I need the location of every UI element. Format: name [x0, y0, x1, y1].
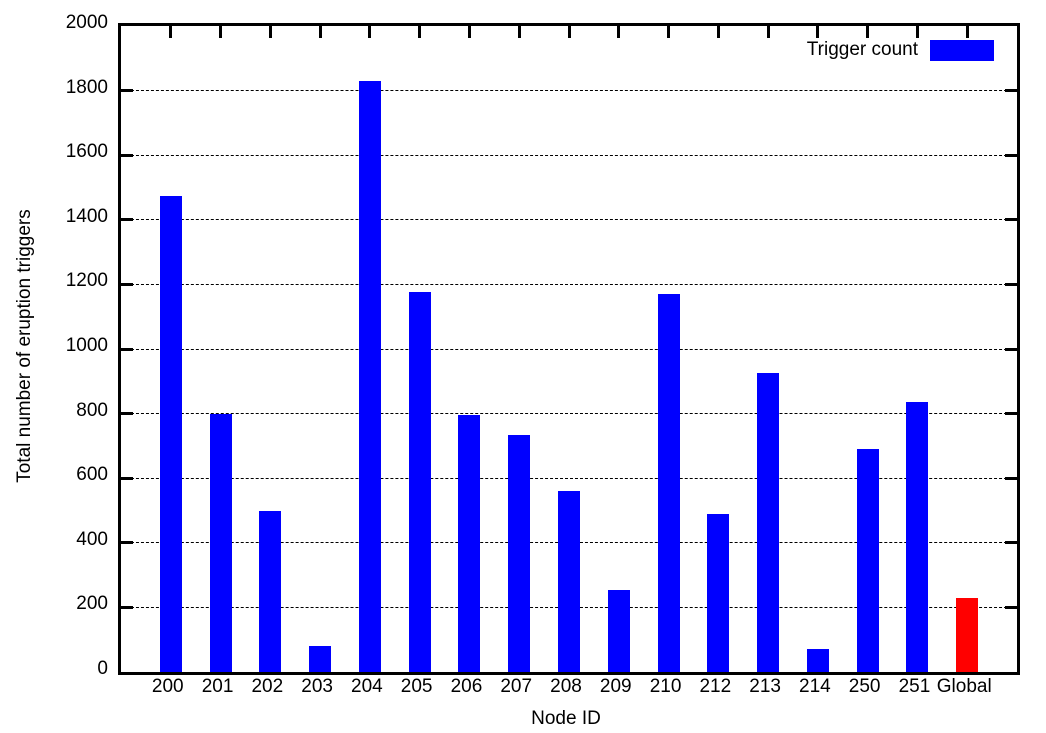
- x-tick-top-205: [418, 26, 422, 38]
- y-tick-label-1000: 1000: [65, 335, 108, 356]
- y-tick-right-800: [1005, 412, 1017, 416]
- y-tick-left-800: [121, 412, 133, 416]
- x-tick-label-201: 201: [201, 676, 234, 697]
- gridline-800: [121, 413, 1017, 415]
- y-tick-right-1000: [1005, 347, 1017, 351]
- x-tick-label-202: 202: [251, 676, 284, 697]
- y-tick-left-1600: [121, 153, 133, 157]
- bar-203: [309, 646, 332, 672]
- y-tick-left-1400: [121, 218, 133, 222]
- y-tick-right-400: [1005, 541, 1017, 545]
- x-tick-top-210: [667, 26, 671, 38]
- legend-swatch: [930, 39, 994, 61]
- x-tick-top-213: [766, 26, 770, 38]
- y-tick-label-2000: 2000: [65, 12, 108, 33]
- x-tick-top-251: [915, 26, 919, 38]
- x-tick-label-203: 203: [301, 676, 333, 697]
- x-tick-top-212: [716, 26, 720, 38]
- y-tick-label-1400: 1400: [65, 205, 108, 227]
- plot-area: Trigger count: [118, 23, 1020, 675]
- x-tick-top-202: [268, 26, 272, 38]
- legend-label: Trigger count: [806, 39, 918, 60]
- x-tick-label-251: 251: [898, 676, 931, 697]
- gridline-1400: [121, 219, 1017, 221]
- gridline-1600: [121, 154, 1017, 156]
- bar-206: [458, 415, 481, 672]
- y-tick-label-800: 800: [76, 399, 108, 421]
- x-tick-label-206: 206: [450, 676, 483, 697]
- x-tick-top-203: [318, 26, 322, 38]
- x-tick-label-213: 213: [749, 676, 781, 697]
- y-tick-left-400: [121, 541, 133, 545]
- y-tick-label-200: 200: [76, 593, 108, 615]
- x-tick-label-210: 210: [649, 676, 682, 697]
- bar-Global: [956, 598, 979, 672]
- gridline-1800: [121, 90, 1017, 92]
- bar-208: [558, 491, 580, 672]
- bar-201: [209, 413, 232, 672]
- x-tick-label-205: 205: [400, 676, 433, 697]
- y-tick-left-200: [121, 605, 133, 609]
- bar-207: [508, 435, 531, 672]
- bar-210: [657, 294, 680, 672]
- x-tick-top-204: [368, 26, 372, 38]
- y-axis-title: Total number of eruption triggers: [14, 209, 35, 483]
- x-tick-top-209: [617, 26, 621, 38]
- x-tick-label-212: 212: [699, 676, 732, 697]
- y-tick-left-1200: [121, 282, 133, 286]
- x-tick-label-207: 207: [500, 676, 533, 697]
- legend: Trigger count: [807, 39, 994, 61]
- bar-250: [856, 449, 879, 672]
- y-tick-left-600: [121, 476, 133, 480]
- y-tick-right-1800: [1005, 89, 1017, 93]
- x-tick-label-200: 200: [151, 676, 184, 697]
- gridline-1200: [121, 283, 1017, 285]
- y-tick-left-1800: [121, 89, 133, 93]
- x-tick-top-207: [517, 26, 521, 38]
- bar-204: [358, 80, 381, 672]
- y-tick-label-1600: 1600: [65, 141, 108, 163]
- x-axis-title: Node ID: [531, 708, 601, 729]
- y-tick-right-1200: [1005, 282, 1017, 286]
- y-tick-label-0: 0: [97, 658, 108, 679]
- y-tick-label-600: 600: [76, 464, 108, 486]
- y-tick-right-1400: [1005, 218, 1017, 222]
- y-tick-right-200: [1005, 605, 1017, 609]
- x-tick-top-206: [467, 26, 471, 38]
- x-tick-top-250: [866, 26, 870, 38]
- bar-213: [757, 372, 780, 672]
- y-tick-right-1600: [1005, 153, 1017, 157]
- bar-214: [806, 648, 829, 672]
- y-tick-left-1000: [121, 347, 133, 351]
- x-tick-label-204: 204: [351, 676, 383, 697]
- x-tick-top-200: [169, 26, 173, 38]
- x-tick-top-214: [816, 26, 820, 38]
- bar-212: [707, 513, 730, 672]
- y-tick-right-600: [1005, 476, 1017, 480]
- x-tick-top-208: [567, 26, 571, 38]
- x-tick-label-208: 208: [550, 676, 582, 697]
- y-tick-label-1800: 1800: [65, 76, 108, 98]
- bar-209: [607, 589, 630, 672]
- x-tick-label-214: 214: [799, 676, 831, 697]
- x-tick-top-201: [219, 26, 223, 38]
- x-tick-label-250: 250: [848, 676, 881, 697]
- y-tick-label-400: 400: [76, 528, 108, 550]
- bar-200: [159, 195, 182, 672]
- bar-251: [906, 401, 929, 672]
- gridline-600: [121, 477, 1017, 479]
- x-tick-top-Global: [965, 26, 969, 38]
- y-tick-label-1200: 1200: [65, 270, 108, 292]
- gridline-1000: [121, 348, 1017, 350]
- x-tick-label-Global: Global: [936, 676, 992, 697]
- bar-205: [408, 292, 431, 672]
- x-tick-label-209: 209: [599, 676, 632, 697]
- bar-202: [259, 511, 282, 672]
